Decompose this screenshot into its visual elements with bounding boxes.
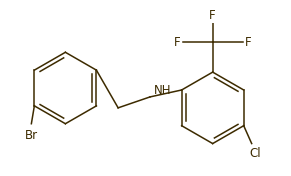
Text: Br: Br — [25, 129, 38, 142]
Text: NH: NH — [154, 84, 171, 98]
Text: F: F — [173, 36, 180, 49]
Text: F: F — [209, 9, 216, 22]
Text: Cl: Cl — [250, 147, 261, 160]
Text: F: F — [245, 36, 252, 49]
